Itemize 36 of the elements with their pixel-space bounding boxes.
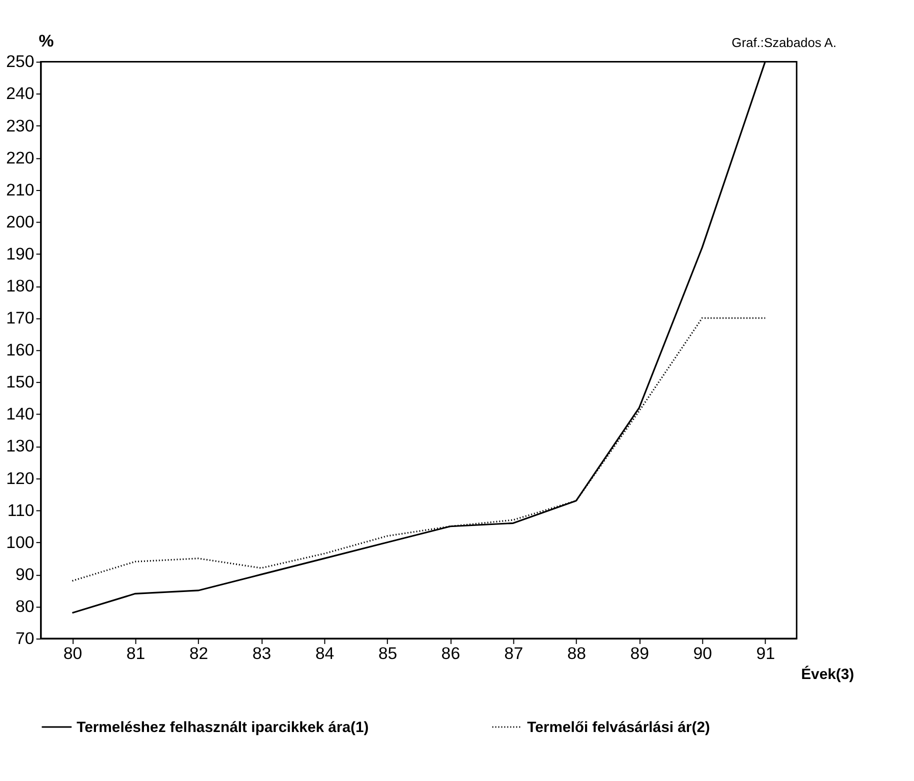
y-tick-label: 100 <box>6 532 34 552</box>
x-tick-label: 83 <box>252 644 272 663</box>
x-tick-label: 86 <box>441 644 460 663</box>
y-tick-label: 150 <box>6 372 34 392</box>
y-axis-title: % <box>38 31 54 50</box>
x-tick-label: 84 <box>315 644 334 663</box>
y-tick-label: 90 <box>16 564 34 584</box>
legend-label: Termelői felvásárlási ár(2) <box>527 720 710 736</box>
x-tick-label: 91 <box>756 644 776 663</box>
y-tick-label: 130 <box>6 436 34 456</box>
y-tick-label: 70 <box>16 629 34 648</box>
x-tick-label: 87 <box>504 644 524 663</box>
y-tick-label: 240 <box>6 84 34 104</box>
text: Graf.:Szabados A. <box>732 34 836 50</box>
y-tick-label: 250 <box>6 52 34 72</box>
y-tick-label: 120 <box>6 468 34 488</box>
x-tick-label: 80 <box>63 644 82 663</box>
y-tick-label: 210 <box>6 180 34 200</box>
y-tick-label: 230 <box>6 116 34 136</box>
x-tick-label: 85 <box>378 644 398 663</box>
y-tick-label: 80 <box>16 596 34 616</box>
y-tick-label: 190 <box>6 244 34 264</box>
x-tick-label: 88 <box>567 644 586 663</box>
y-tick-label: 160 <box>6 340 34 360</box>
x-tick-label: 82 <box>189 644 208 663</box>
x-axis-title: Évek(3) <box>801 664 854 683</box>
y-tick-label: 220 <box>6 148 34 168</box>
y-tick-label: 140 <box>6 404 34 424</box>
legend-label: Termeléshez felhasznált iparcikkek ára(1) <box>76 720 369 736</box>
y-tick-label: 180 <box>6 276 34 296</box>
x-tick-label: 81 <box>126 644 146 663</box>
x-tick-label: 90 <box>693 644 712 663</box>
y-tick-label: 200 <box>6 212 34 232</box>
x-tick-label: 89 <box>630 644 650 663</box>
y-tick-label: 110 <box>7 500 34 520</box>
y-tick-label: 170 <box>6 308 34 328</box>
